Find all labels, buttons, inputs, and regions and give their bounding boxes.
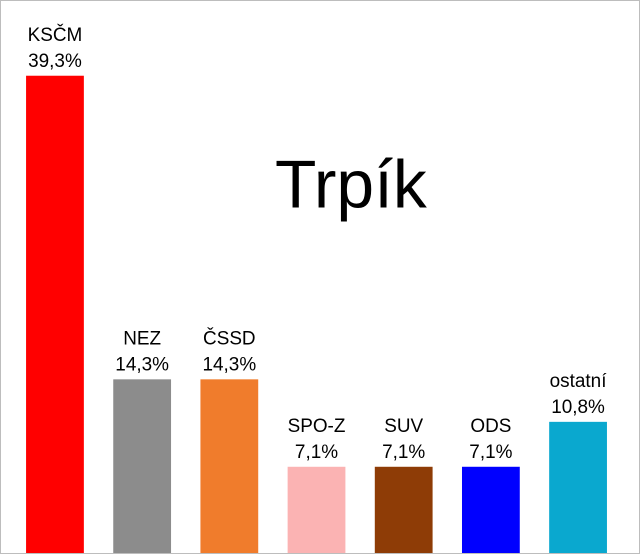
value-label-spo-z: 7,1% bbox=[295, 442, 338, 463]
category-label--ssd: ČSSD bbox=[203, 327, 256, 349]
value-label-nez: 14,3% bbox=[115, 354, 169, 375]
bar-ks-m bbox=[26, 75, 84, 553]
bar-spo-z bbox=[287, 466, 346, 553]
value-label-ks-m: 39,3% bbox=[28, 51, 82, 72]
category-label-ods: ODS bbox=[470, 416, 511, 437]
category-label-suv: SUV bbox=[384, 416, 423, 437]
bars-group bbox=[26, 75, 607, 553]
bar-ostatn- bbox=[549, 421, 607, 553]
bar-ods bbox=[461, 466, 520, 553]
value-label-suv: 7,1% bbox=[382, 442, 425, 463]
category-label-spo-z: SPO-Z bbox=[288, 416, 346, 437]
bar-suv bbox=[374, 466, 433, 553]
value-label--ssd: 14,3% bbox=[203, 354, 257, 375]
category-label-ks-m: KSČM bbox=[28, 24, 83, 46]
value-label-ostatn-: 10,8% bbox=[551, 397, 605, 418]
bar--ssd bbox=[200, 379, 259, 553]
category-label-ostatn-: ostatní bbox=[550, 371, 608, 392]
category-label-nez: NEZ bbox=[123, 328, 161, 349]
value-label-ods: 7,1% bbox=[469, 442, 512, 463]
chart-title: Trpík bbox=[275, 147, 427, 222]
labels-group: KSČM 39,3% NEZ 14,3% ČSSD 14,3% SPO-Z 7,1% SUV 7,… bbox=[28, 24, 608, 463]
bar-nez bbox=[113, 379, 172, 553]
